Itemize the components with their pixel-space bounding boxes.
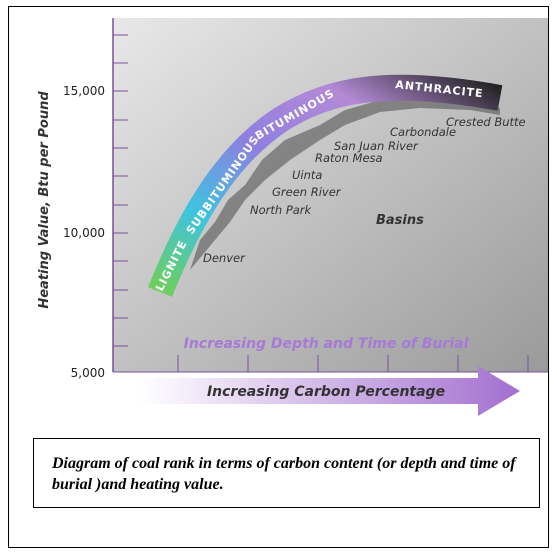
basin-label: Green River	[272, 185, 342, 199]
basin-label: Raton Mesa	[315, 151, 383, 165]
basin-label: Uinta	[292, 168, 322, 182]
y-tick-label: 15,000	[63, 84, 105, 98]
basin-label: Crested Butte	[446, 115, 526, 129]
basin-label: San Juan River	[334, 139, 419, 153]
y-tick-label: 10,000	[63, 226, 105, 240]
carbon-label: Increasing Carbon Percentage	[207, 384, 445, 400]
diagram: 15,000 10,000 5,000 Heating Value, Btu p…	[0, 0, 557, 430]
page: 15,000 10,000 5,000 Heating Value, Btu p…	[0, 0, 557, 554]
basin-label: North Park	[250, 203, 313, 217]
y-axis-title: Heating Value, Btu per Pound	[37, 91, 52, 309]
basins-title: Basins	[376, 213, 424, 228]
depth-label: Increasing Depth and Time of Burial	[184, 336, 469, 352]
y-tick-label: 5,000	[71, 366, 105, 380]
caption: Diagram of coal rank in terms of carbon …	[33, 438, 540, 508]
basin-label: Denver	[203, 251, 246, 265]
